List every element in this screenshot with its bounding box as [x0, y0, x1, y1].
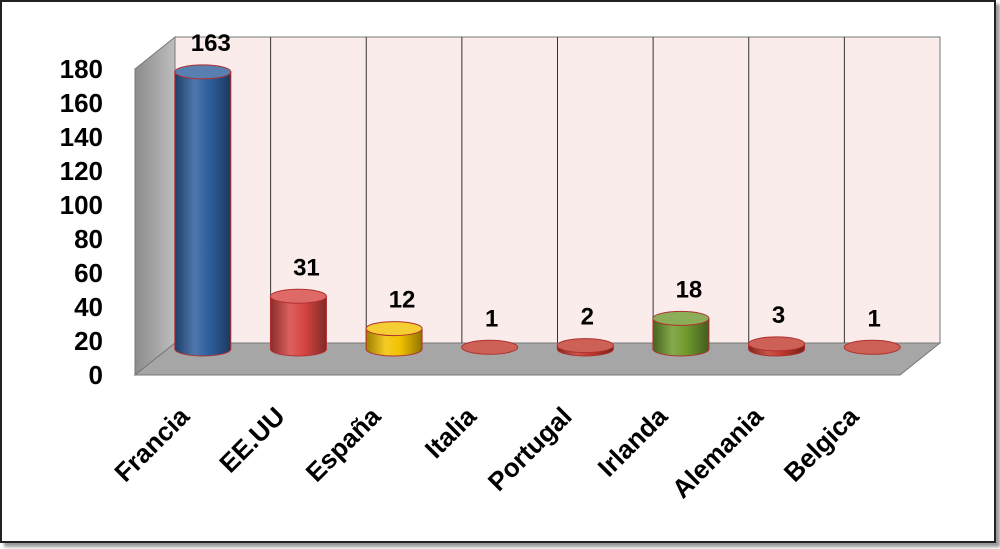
category-label: Portugal: [482, 401, 578, 497]
data-label: 163: [191, 30, 231, 57]
y-tick-label: 140: [60, 122, 103, 152]
category-label: España: [300, 401, 387, 488]
bar-top: [269, 288, 327, 304]
y-tick-label: 60: [74, 258, 103, 288]
bar-top: [748, 336, 806, 352]
y-tick-label: 80: [74, 224, 103, 254]
category-label: Francia: [108, 401, 195, 488]
bar-top: [652, 310, 710, 326]
bar: [269, 288, 327, 357]
bar-body: [652, 317, 710, 357]
floor: [133, 342, 942, 376]
bar: [556, 338, 614, 357]
bar-body: [269, 295, 327, 357]
category-label: Irlanda: [592, 401, 674, 483]
bar: [748, 336, 806, 357]
bar-top: [365, 321, 423, 337]
bar: [843, 339, 901, 355]
y-tick-label: 20: [74, 326, 103, 356]
bar: [365, 321, 423, 357]
bar-body: [174, 71, 232, 357]
y-tick-label: 40: [74, 292, 103, 322]
bar: [461, 339, 519, 355]
bar: [652, 310, 710, 357]
category-label: EE.UU: [213, 401, 290, 478]
bar-top: [174, 64, 232, 80]
bar-top: [843, 339, 901, 355]
y-tick-label: 0: [89, 360, 103, 390]
y-tick-label: 160: [60, 88, 103, 118]
category-label: Belgica: [778, 401, 865, 488]
bar-top: [556, 338, 614, 354]
data-label: 1: [868, 305, 881, 332]
y-tick-label: 180: [60, 54, 103, 84]
y-tick-label: 120: [60, 156, 103, 186]
category-label: Alemania: [666, 401, 769, 504]
data-label: 12: [389, 287, 416, 314]
data-label: 2: [581, 304, 594, 331]
bar-top: [461, 339, 519, 355]
y-tick-label: 100: [60, 190, 103, 220]
data-label: 31: [293, 254, 320, 281]
data-label: 18: [676, 276, 703, 303]
data-label: 3: [772, 302, 785, 329]
bar-body: [365, 328, 423, 357]
side-wall: [134, 35, 176, 377]
data-label: 1: [485, 305, 498, 332]
bar: [174, 64, 232, 357]
category-label: Italia: [419, 401, 482, 464]
